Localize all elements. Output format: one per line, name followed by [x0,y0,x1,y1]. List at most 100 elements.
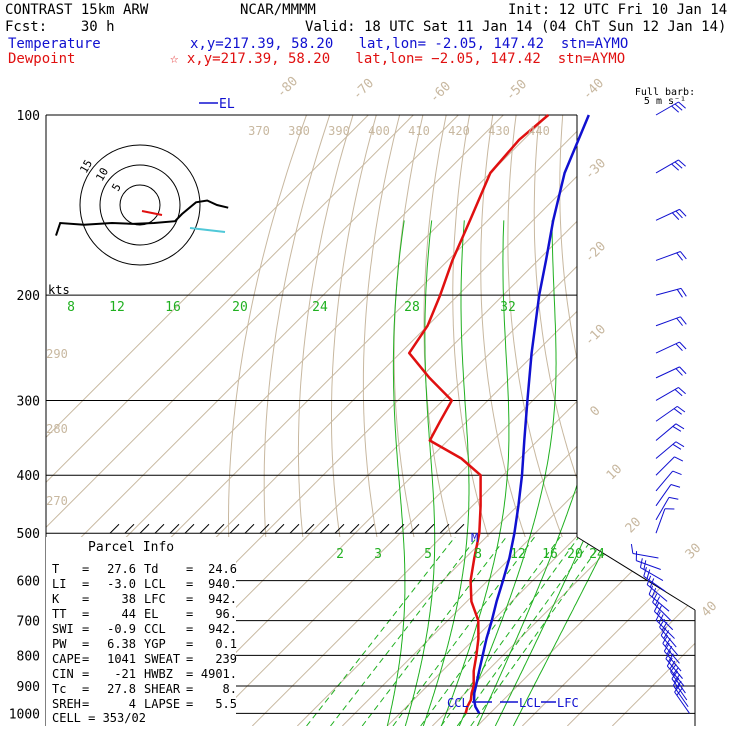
barb-staff [655,159,679,174]
barb-flag [674,161,683,169]
parcel-label: LCL [144,577,166,591]
dry-adiabat-label: 400 [368,124,390,138]
ccl-label: CCL [447,696,469,710]
equals-sign: = [82,682,90,696]
wind-barb [655,341,687,354]
wind-barb [655,387,686,401]
parcel-row: Tc = 27.8 SHEAR = 8. [52,682,237,697]
dewpoint-profile [407,114,550,714]
pressure-label: 600 [17,575,40,590]
barb-flag [676,289,683,298]
barb-flag [656,605,662,615]
barb-staff [655,508,666,534]
isotherm-label: -30 [582,156,609,183]
dry-adiabat [633,115,740,581]
dry-adiabat-label: 440 [528,124,550,138]
moist-adiabat-label: 28 [404,300,420,315]
wind-barb [670,663,686,694]
barb-flag [673,674,681,683]
mixing-ratio-label: 8 [474,547,482,562]
barb-staff [655,287,682,296]
wind-barb [655,159,686,174]
storm-motion-vector [189,227,226,233]
isotherm [215,175,577,537]
hodo-unit-label: kts [48,283,70,297]
moist-adiabat [498,220,510,537]
barb-flag [663,642,670,652]
freezing-hatch [244,523,255,534]
dry-adiabat [297,115,354,537]
parcel-label: CAPE [52,652,81,666]
forecast-hour: Fcst: 30 h [5,19,115,35]
parcel-label: YGP [144,637,166,651]
parcel-value: 239 [215,652,237,666]
parcel-value: 27.6 [107,562,136,576]
barb-flag [674,456,684,462]
barb-staff [672,685,689,708]
hodo-ring-label: 15 [77,158,95,176]
barb-flag [665,650,672,659]
wind-barb [655,423,685,441]
equals-sign: = [186,577,194,591]
equals-sign: = [186,697,194,711]
barb-flag [643,560,647,570]
wind-barb [655,101,686,116]
barb-staff [659,626,677,648]
dry-adiabat [423,115,452,537]
freezing-hatch [349,523,360,534]
barb-flag [674,389,683,397]
wind-barb [671,670,688,701]
dry-adiabat [559,115,577,362]
parcel-row: TT = 44 EL = 96. [52,607,237,622]
wind-barb [655,456,684,476]
mixing-ratio-label: 3 [374,547,382,562]
barb-flag [664,638,671,647]
mixing-ratio-line [306,537,459,726]
barb-flag [672,470,682,476]
isotherm [46,115,369,439]
dry-adiabat [228,115,307,537]
dry-adiabat [533,115,577,481]
mixing-ratio-line [392,537,538,726]
moist-adiabat-label: 20 [232,300,248,315]
barb-staff [655,387,679,401]
parcel-value: -3.0 [107,577,136,591]
barb-flag [660,627,667,636]
isotherm [125,115,549,537]
hodograph-trace [55,199,229,236]
hodograph-ring [99,164,181,246]
barb-flag [671,212,680,220]
valid-time: Valid: 18 UTC Sat 11 Jan 14 (04 ChT Sun … [305,19,727,35]
barb-staff [655,405,678,422]
moist-adiabat-label: 12 [109,300,125,315]
barb-staff [648,594,670,612]
dry-adiabat [263,115,331,537]
wind-barb [648,585,670,612]
freezing-hatch [109,523,120,534]
wind-barb [662,635,680,664]
isotherm-label: 0 [587,403,603,419]
barb-flag [680,288,687,297]
isotherm [341,537,695,726]
barb-flag [676,687,683,696]
equals-sign: = [186,622,194,636]
isotherm-label: -60 [427,79,454,106]
parcel-value: 4901. [200,667,237,681]
isotherm [530,490,577,537]
temperature-legend: Temperature [8,36,101,52]
parcel-row: PW = 6.38 YGP = 0.1 [52,637,237,652]
isotherm [431,537,695,726]
hodo-ring-label: 10 [93,166,111,184]
barb-flag [655,611,661,621]
dry-adiabat-label: 420 [448,124,470,138]
pressure-label: 700 [17,615,40,630]
barb-flag [674,103,683,111]
hodograph-ring [79,144,201,266]
isotherm [260,220,577,537]
parcel-value: -0.9 [107,622,136,636]
barb-legend: Full barb: [635,87,695,98]
barb-staff [655,101,679,116]
equals-sign: = [82,697,90,711]
equals-sign: = [82,592,90,606]
